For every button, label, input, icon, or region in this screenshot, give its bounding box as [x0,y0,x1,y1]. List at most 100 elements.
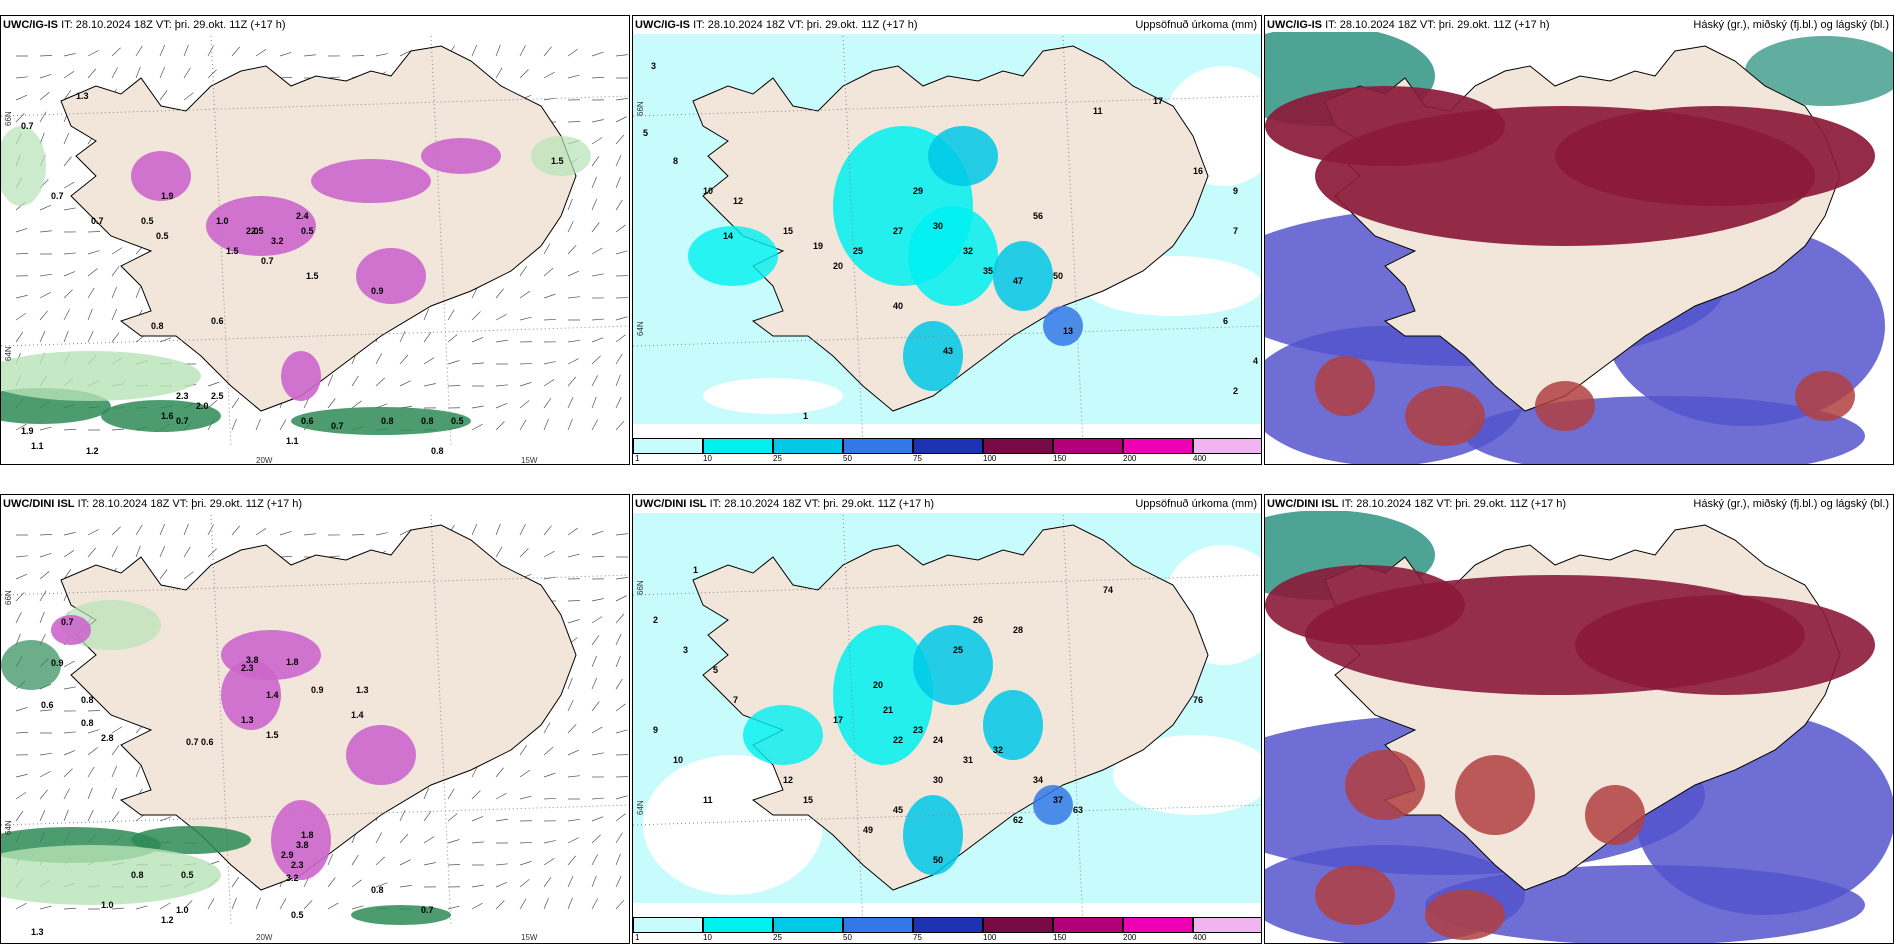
wind-barb [183,67,191,79]
wind-barb [519,898,527,910]
precip-value-label: 1.5 [266,730,279,740]
wind-barb [255,418,261,431]
wind-barb [111,247,123,255]
wind-barb [15,113,25,123]
wind-barb [591,555,604,558]
precip-value-label: 23 [913,725,924,735]
wind-barb [87,529,99,536]
wind-barb [447,360,460,365]
wind-barb [303,900,313,910]
precip-value-label: 74 [1103,585,1114,595]
colorbar-swatch [913,438,983,454]
wind-barb [543,550,555,558]
colorbar-tick-label: 100 [983,933,997,942]
wind-barb [471,884,484,888]
wind-barb [615,533,628,536]
precip-value-label: 1.0 [176,905,189,915]
precip-value-label: 0.9 [51,658,64,668]
wind-barb [543,267,554,277]
wind-barb [567,700,574,712]
precip-value-label: 0.8 [81,718,94,728]
wind-barb [471,523,478,536]
precip-area-purple [346,725,416,785]
precip-value-label: 11 [703,795,713,805]
precip-value-label: 29 [913,186,924,196]
precip-area-purple [51,615,91,645]
wind-barb [231,876,240,888]
wind-barb [87,810,94,822]
precip-area [688,226,778,286]
lat-label-66: 66N [636,101,645,116]
precip-value-label: 0.7 [176,416,189,426]
precip-value-label: 2.3 [176,391,189,401]
colorbar-tick-label: 100 [983,454,997,463]
wind-barb [519,382,532,387]
wind-barb [63,156,72,167]
colorbar-tick-label: 150 [1053,933,1067,942]
precip-value-label: 21 [883,705,894,715]
wind-barb [399,330,406,343]
precip-value-label: 0.8 [81,695,94,705]
wind-barb [327,902,339,910]
precip-value-label: 3 [683,645,689,655]
mid-cloud-patch [1315,865,1395,925]
wind-barb [39,571,50,580]
wind-barb [111,286,118,299]
wind-barb [111,308,118,321]
wind-barb [591,156,600,167]
wind-barb [591,318,604,321]
precip-area-green [531,136,591,176]
accumulated-precip-map [633,34,1261,447]
precip-value-label: 43 [943,346,954,356]
wind-barb [543,576,556,580]
wind-barb [567,339,580,343]
wind-barb [543,293,556,299]
precip-value-label: 0.6 [301,416,314,426]
wind-barb [495,523,501,536]
wind-barb [39,809,46,822]
wind-barb [495,384,508,387]
graticule-line [210,35,232,447]
wind-barb [87,331,94,343]
wind-barb [159,545,166,558]
wind-barb [183,92,194,101]
mid-cloud-patch [1455,755,1535,835]
wind-barb [423,862,436,866]
precip-area [903,321,963,391]
precip-value-label: 1.5 [306,271,319,281]
wind-barb [615,420,625,431]
wind-barb [87,766,95,778]
wind-barb [543,840,556,844]
mid-cloud [1265,86,1505,166]
precip-value-label: 32 [963,246,974,256]
wind-barb [591,616,603,624]
wind-barb [135,45,143,57]
wind-barb [519,265,528,277]
wind-barb [567,74,580,79]
precip-value-label: 7 [1233,226,1239,236]
wind-barb [159,44,166,57]
wind-barb [231,397,240,409]
lon-label-20: 20W [256,933,273,942]
lon-label-15: 15W [521,456,538,465]
mid-cloud-patch [1345,750,1425,820]
wind-barb [63,532,76,536]
wind-barb [471,287,478,299]
precip-value-label: 2.8 [101,733,114,743]
precip-value-label: 50 [1053,271,1064,281]
wind-precip-map [1,35,629,447]
wind-barb [567,818,580,822]
wind-barb [591,834,601,844]
wind-barb [615,678,623,690]
wind-barb [39,552,52,558]
accumulated-precip-map [633,513,1261,926]
wind-barb [615,250,628,255]
wind-barb [447,788,455,800]
panel-header: UWC/IG-IS IT: 28.10.2024 18Z VT: þri. 29… [1267,18,1889,32]
wind-barb [39,92,50,101]
precip-value-label: 3.2 [286,873,299,883]
wind-barb [39,709,52,712]
precip-area-purple [131,151,191,201]
wind-barb [423,308,429,321]
wind-barb [207,45,214,57]
